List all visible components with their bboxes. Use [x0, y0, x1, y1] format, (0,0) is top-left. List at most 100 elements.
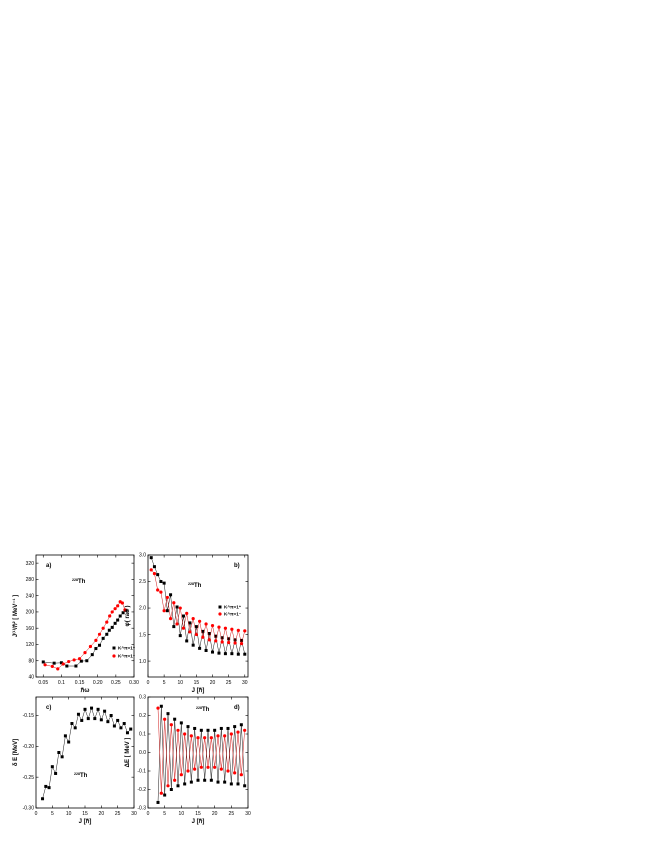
data-point-circle [206, 765, 210, 769]
data-point-circle [209, 736, 213, 740]
data-point-circle [230, 627, 234, 631]
x-tick-label: 0 [147, 680, 150, 686]
x-tick-label: 25 [226, 680, 232, 686]
data-point-circle [165, 595, 169, 600]
x-axis-label: J [ℏ] [192, 687, 205, 694]
data-point-circle [220, 640, 224, 644]
data-point-square [94, 647, 98, 651]
x-tick-label: 30 [131, 811, 137, 817]
data-point-circle [233, 771, 237, 775]
data-point-circle [123, 608, 127, 612]
y-axis-label: δ E [MeV] [13, 739, 19, 766]
y-tick-label: 280 [26, 577, 35, 583]
data-point-square [110, 625, 114, 629]
data-point-square [204, 648, 208, 652]
data-point-square [223, 652, 227, 656]
y-axis-label: J⁽¹⁾/ℏ² [ MeV⁻¹ ] [12, 595, 19, 637]
x-tick-label: 0.1 [58, 680, 65, 686]
data-point-square [233, 725, 237, 729]
data-point-circle [227, 640, 231, 645]
x-tick-label: 0.25 [111, 680, 121, 686]
x-tick-label: 15 [195, 811, 201, 817]
data-point-square [47, 786, 51, 790]
data-point-square [217, 651, 221, 655]
data-point-square [213, 728, 217, 732]
y-axis-label: ΔE [ MeV ] [125, 738, 131, 768]
data-point-square [220, 636, 224, 640]
panel-a: 0.05 0.1 0.15 0.20 0.25 0.30 40 80 120 160 200 240 2… [12, 554, 139, 694]
x-axis-label: ℏω [81, 687, 90, 694]
nucleus-symbol: Th [202, 707, 210, 713]
nucleus-mass: 228 [74, 772, 80, 776]
x-tick-label: 0 [147, 811, 150, 817]
data-point-circle [61, 662, 65, 666]
data-point-circle [178, 606, 182, 610]
data-point-square [185, 639, 189, 643]
data-point-circle [163, 717, 167, 721]
x-tick-label: 5 [163, 811, 166, 817]
y-tick-label: 160 [26, 626, 35, 632]
data-point-square [163, 793, 167, 797]
data-point-square [233, 638, 237, 642]
data-point-circle [191, 617, 195, 621]
data-point-square [54, 771, 58, 775]
data-point-square [181, 614, 185, 618]
data-point-circle [113, 607, 117, 611]
nucleus-label: 228Th [74, 772, 88, 779]
data-point-square [85, 659, 89, 663]
data-point-square [80, 718, 84, 722]
data-point-circle [217, 625, 221, 629]
data-point-circle [156, 588, 160, 592]
data-point-square [169, 788, 173, 791]
data-point-square [156, 800, 160, 804]
data-point-circle [207, 638, 211, 642]
data-point-square [103, 709, 107, 713]
data-point-square [209, 778, 213, 782]
data-point-square [65, 664, 69, 668]
panel-b: 0 5 10 15 20 25 30 1.0 1.5 2.0 2.5 3.0 J [ℏ] φ( rad )… [125, 553, 249, 694]
data-point-circle [169, 723, 173, 727]
data-point-square [60, 755, 64, 759]
data-point-circle [183, 732, 187, 736]
data-point-circle [83, 651, 87, 655]
data-point-circle [181, 626, 186, 630]
data-point-circle [152, 571, 157, 576]
y-axis-label: φ( rad ) [125, 606, 131, 627]
data-point-square [52, 661, 56, 665]
y-tick-label: -0.20 [23, 744, 35, 750]
data-point-circle [105, 620, 109, 624]
plot-frame-a [35, 554, 135, 678]
data-point-circle [188, 630, 192, 634]
data-point-square [239, 723, 243, 727]
data-point-square [41, 797, 45, 801]
data-point-square [243, 652, 247, 656]
data-point-square [116, 718, 120, 722]
data-point-square [113, 621, 117, 625]
data-point-square [223, 780, 227, 784]
data-point-circle [179, 773, 183, 777]
x-tick-label: 20 [212, 811, 218, 817]
data-point-square [79, 659, 83, 663]
data-point-circle [101, 626, 105, 630]
data-point-square [214, 634, 218, 638]
series-d-0 [156, 704, 247, 804]
series-d-1 [156, 706, 247, 795]
y-tick-label: -0.25 [23, 775, 35, 781]
data-point-circle [223, 734, 227, 738]
panel-letter: c) [46, 705, 51, 711]
data-point-square [76, 712, 80, 716]
x-tick-label: 20 [210, 680, 216, 686]
data-point-square [67, 740, 71, 744]
data-point-circle [236, 628, 240, 632]
x-tick-label: 30 [242, 680, 248, 686]
data-point-square [112, 724, 116, 728]
plot-frame-b [147, 554, 249, 678]
y-tick-label: 0.0 [139, 750, 146, 756]
legend-marker [112, 654, 116, 658]
x-tick-label: 20 [99, 811, 105, 817]
data-point-square [149, 556, 153, 560]
data-point-square [196, 778, 200, 782]
x-tick-label: 25 [229, 811, 235, 817]
x-axis-label: J [ℏ] [79, 818, 92, 825]
data-point-circle [108, 614, 112, 618]
